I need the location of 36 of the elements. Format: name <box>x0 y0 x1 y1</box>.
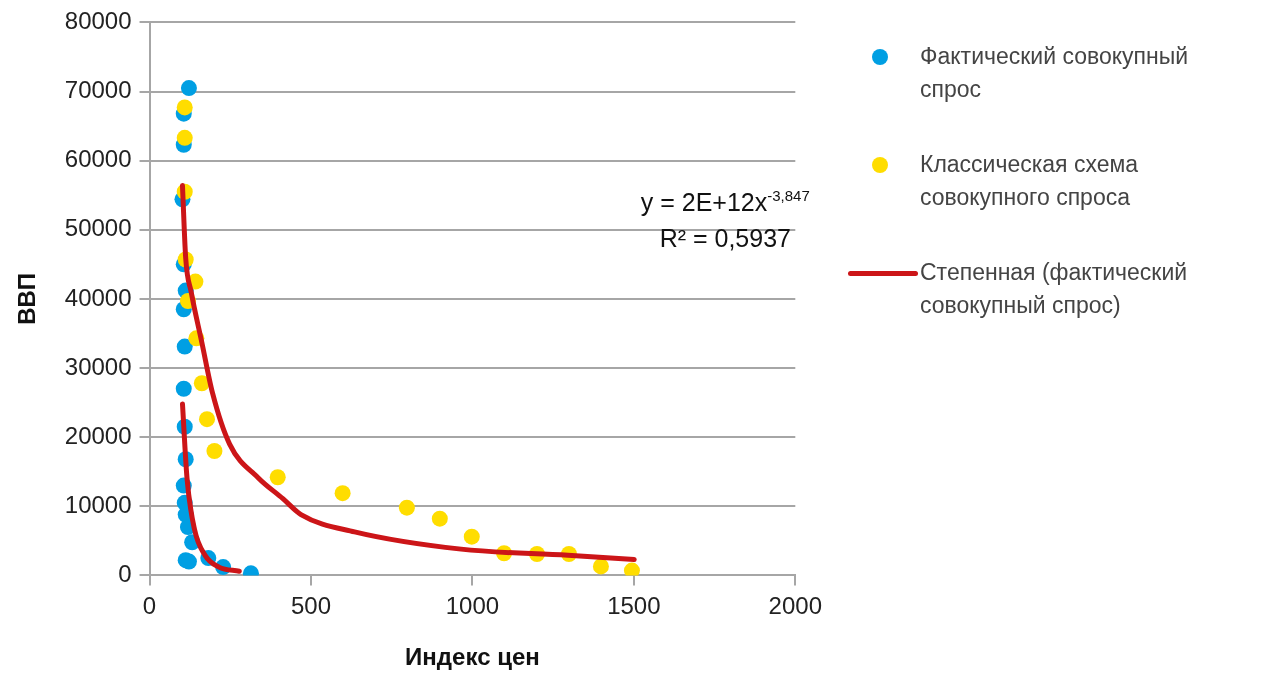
point <box>623 562 640 576</box>
y-axis-title: ВВП <box>13 272 41 325</box>
y-tick-label: 0 <box>118 560 132 588</box>
point <box>431 510 448 527</box>
y-tick-label: 20000 <box>64 421 132 449</box>
point <box>176 338 193 355</box>
point <box>176 129 193 146</box>
point <box>175 380 192 397</box>
annotation: R² = 0,5937 <box>659 223 791 253</box>
annotation: y = 2E+12x$^{-3,847}$ <box>640 187 810 218</box>
x-tick-label: 1500 <box>607 592 661 620</box>
y-tick-label: 70000 <box>64 76 132 104</box>
point <box>334 485 351 502</box>
y-tick-label: 50000 <box>64 214 132 242</box>
x-tick-label: 500 <box>290 592 331 620</box>
legend-label: Степенная (фактический совокупный спрос) <box>920 258 1189 320</box>
y-tick-label: 10000 <box>64 490 132 518</box>
point <box>398 499 415 516</box>
x-axis-title: Индекс цен <box>405 643 540 671</box>
y-tick-label: 60000 <box>64 145 132 173</box>
point <box>199 411 216 428</box>
x-tick-label: 0 <box>142 592 157 620</box>
x-tick-label: 2000 <box>768 592 822 620</box>
y-tick-label: 40000 <box>64 283 132 311</box>
x-tick-label: 1000 <box>445 592 500 620</box>
point <box>592 558 609 575</box>
point <box>193 375 210 392</box>
point <box>463 528 480 545</box>
point <box>176 99 193 116</box>
y-tick-label: 80000 <box>64 7 132 35</box>
legend-label: Фактический совокупный спрос <box>920 42 1190 104</box>
point <box>180 80 197 97</box>
legend-label: Классическая схема совокупного спроса <box>920 150 1140 212</box>
point <box>206 442 223 459</box>
y-tick-label: 30000 <box>64 352 132 380</box>
point <box>269 469 286 486</box>
